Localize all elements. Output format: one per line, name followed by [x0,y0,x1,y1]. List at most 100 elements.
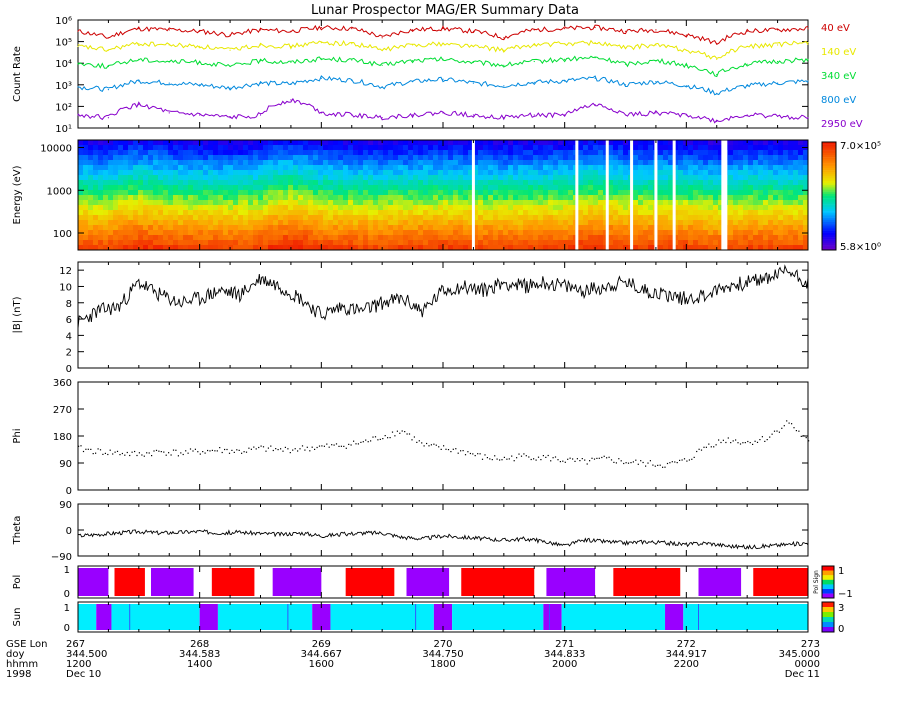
spectrogram-cell [273,220,279,226]
spectrogram-cell [788,200,794,206]
spectrogram-cell [368,205,374,211]
spectrogram-cell [363,210,369,216]
spectrogram-cell [143,220,149,226]
spectrogram-cell [528,150,534,156]
spectrogram-cell [748,205,754,211]
spectrogram-cell [443,240,449,246]
spectrogram-cell [178,225,184,231]
spectrogram-cell [518,175,524,181]
phi-point [180,452,182,454]
phi-point [430,444,432,446]
spectrogram-cell [613,225,619,231]
spectrogram-cell [493,190,499,196]
spectrogram-cell [423,235,429,241]
spectrogram-cell [233,160,239,166]
spectrogram-cell [633,215,639,221]
spectrogram-cell [428,210,434,216]
spectrogram-cell [183,230,189,236]
spectrogram-cell [783,180,789,186]
spectrogram-cell [478,215,484,221]
spectrogram-cell [533,180,539,186]
phi-point [165,454,167,456]
spectrogram-cell [693,240,699,246]
spectrogram-cell [98,190,104,196]
spectrogram-cell [453,165,459,171]
spectrogram-cell [203,210,209,216]
spectrogram-cell [698,200,704,206]
spectrogram-cell [783,150,789,156]
count-rate-point [199,61,201,63]
spectrogram-cell [658,140,664,146]
spectrogram-cell [93,150,99,156]
spectrogram-cell [238,245,244,251]
spectrogram-cell [298,150,304,156]
spectrogram-cell [438,235,444,241]
spectrogram-cell [468,185,474,191]
spectrogram-cell [288,150,294,156]
count-rate-point [107,88,110,91]
spectrogram-cell [488,235,494,241]
spectrogram-cell [393,190,399,196]
legend-40-eV: 40 eV [821,23,850,34]
spectrogram-cell [83,210,89,216]
spectrogram-cell [343,175,349,181]
spectrogram-cell [318,215,324,221]
spectrogram-cell [103,195,109,201]
spectrogram-cell [718,170,724,176]
spectrogram-cell [768,175,774,181]
phi-point [112,453,114,455]
spectrogram-cell [298,235,304,241]
spectrogram-cell [198,210,204,216]
spectrogram-cell [148,190,154,196]
spectrogram-cell [368,230,374,236]
spectrogram-cell [423,205,429,211]
spectrogram-cell [498,240,504,246]
spectrogram-cell [113,180,119,186]
phi-point [141,454,143,456]
spectrogram-cell [533,225,539,231]
spectrogram-cell [558,160,564,166]
count-rate-point [716,120,718,123]
phi-point [340,445,342,447]
spectrogram-cell [233,150,239,156]
spectrogram-cell [133,195,139,201]
legend-2950-eV: 2950 eV [821,119,863,130]
spectrogram-cell [358,195,364,201]
spectrogram-cell [603,145,609,151]
spectrogram-cell [393,195,399,201]
spectrogram-cell [293,155,299,161]
phi-point [250,448,252,450]
theta-line [77,529,809,550]
spectrogram-cell [198,215,204,221]
spectrogram-cell [643,175,649,181]
count-rate-point [138,43,140,45]
spectrogram-cell [643,155,649,161]
spectrogram-cell [758,150,764,156]
spectrogram-cell [168,140,174,146]
phi-point [460,450,462,452]
colorbar-cell [822,226,836,229]
spectrogram-cell [668,200,674,206]
spectrogram-cell [493,155,499,161]
spectrogram-cell [273,150,279,156]
spectrogram-cell [288,175,294,181]
xaxis-date-label: Dec 11 [785,669,820,680]
phi-point [262,446,265,448]
spectrogram-cell [288,220,294,226]
spectrogram-cell [188,170,194,176]
spectrogram-cell [783,140,789,146]
spectrogram-cell [588,235,594,241]
spectrogram-cell [163,155,169,161]
polarity-colorbar-min-label: −1 [838,589,853,600]
spectrogram-cell [153,170,159,176]
spectrogram-cell [263,215,269,221]
spectrogram-cell [133,155,139,161]
spectrogram-cell [718,220,724,226]
phi-point [394,435,396,437]
spectrogram-cell [718,190,724,196]
spectrogram-cell [393,245,399,251]
sun-colorbar-cell [822,617,834,623]
spectrogram-cell [118,225,124,231]
spectrogram-cell [568,210,574,216]
colorbar-cell [822,170,836,173]
